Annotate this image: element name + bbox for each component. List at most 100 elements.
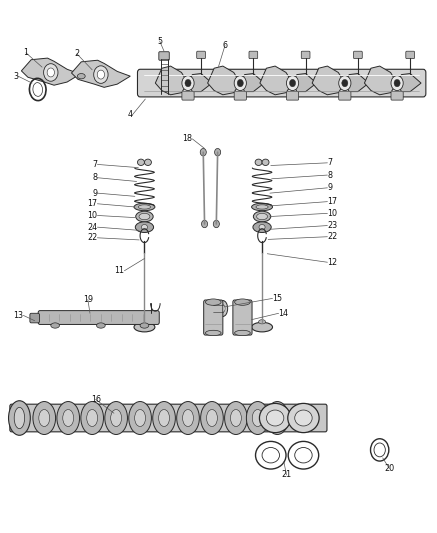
Ellipse shape: [77, 74, 85, 79]
FancyBboxPatch shape: [182, 92, 194, 100]
Ellipse shape: [33, 401, 55, 434]
FancyBboxPatch shape: [406, 51, 415, 59]
Text: 8: 8: [327, 171, 333, 180]
Ellipse shape: [141, 320, 148, 324]
Text: 17: 17: [327, 197, 337, 206]
Ellipse shape: [135, 409, 146, 426]
Text: 11: 11: [114, 266, 125, 275]
Text: 16: 16: [90, 395, 101, 404]
Circle shape: [213, 220, 219, 228]
Ellipse shape: [266, 401, 288, 434]
FancyBboxPatch shape: [138, 69, 426, 97]
Ellipse shape: [256, 205, 268, 209]
FancyBboxPatch shape: [197, 51, 205, 59]
Ellipse shape: [205, 330, 221, 336]
Circle shape: [201, 220, 208, 228]
Circle shape: [182, 76, 194, 91]
Ellipse shape: [262, 159, 269, 165]
Ellipse shape: [201, 401, 223, 434]
Ellipse shape: [253, 211, 271, 222]
Ellipse shape: [63, 409, 74, 426]
Polygon shape: [21, 58, 80, 85]
Text: 14: 14: [279, 309, 288, 318]
Ellipse shape: [138, 159, 145, 165]
FancyBboxPatch shape: [204, 300, 223, 335]
Text: 17: 17: [87, 199, 97, 208]
Text: 7: 7: [92, 160, 97, 169]
Text: 9: 9: [92, 189, 97, 198]
FancyBboxPatch shape: [159, 52, 169, 60]
Circle shape: [234, 76, 246, 91]
FancyBboxPatch shape: [30, 313, 39, 323]
Polygon shape: [312, 66, 345, 95]
Text: 18: 18: [182, 134, 192, 143]
Text: 10: 10: [87, 211, 97, 220]
Polygon shape: [72, 60, 130, 87]
Text: 6: 6: [222, 41, 228, 50]
Text: 9: 9: [327, 183, 333, 192]
Text: 20: 20: [384, 464, 394, 473]
Ellipse shape: [207, 409, 218, 426]
Ellipse shape: [205, 299, 221, 305]
Circle shape: [215, 149, 221, 156]
Circle shape: [47, 68, 55, 77]
FancyBboxPatch shape: [339, 92, 351, 100]
Ellipse shape: [135, 222, 153, 232]
Text: 2: 2: [74, 50, 80, 58]
Text: 4: 4: [127, 110, 132, 119]
Circle shape: [391, 76, 403, 91]
FancyBboxPatch shape: [10, 404, 327, 432]
Ellipse shape: [153, 401, 175, 434]
Ellipse shape: [211, 305, 215, 312]
Circle shape: [44, 63, 58, 81]
Polygon shape: [364, 66, 397, 95]
Ellipse shape: [257, 213, 267, 220]
Polygon shape: [260, 66, 292, 95]
FancyBboxPatch shape: [301, 51, 310, 59]
Ellipse shape: [87, 409, 97, 426]
Ellipse shape: [145, 159, 151, 165]
Ellipse shape: [235, 330, 250, 336]
Ellipse shape: [253, 222, 271, 232]
Text: 5: 5: [157, 37, 162, 46]
Ellipse shape: [134, 203, 155, 211]
Circle shape: [185, 79, 191, 87]
Ellipse shape: [230, 409, 241, 426]
Text: 23: 23: [327, 221, 337, 230]
Text: 3: 3: [13, 71, 18, 80]
Ellipse shape: [39, 409, 50, 426]
Text: 12: 12: [327, 258, 337, 266]
Ellipse shape: [134, 322, 155, 332]
Polygon shape: [208, 66, 240, 95]
Circle shape: [342, 79, 348, 87]
Circle shape: [394, 79, 400, 87]
Ellipse shape: [111, 409, 121, 426]
Polygon shape: [292, 74, 316, 92]
Text: 22: 22: [327, 232, 338, 241]
Circle shape: [94, 66, 108, 83]
FancyBboxPatch shape: [234, 92, 246, 100]
Ellipse shape: [208, 301, 218, 317]
Ellipse shape: [252, 322, 273, 332]
Circle shape: [339, 76, 351, 91]
Circle shape: [237, 79, 243, 87]
FancyBboxPatch shape: [249, 51, 258, 59]
Polygon shape: [397, 74, 421, 92]
Text: 21: 21: [281, 471, 291, 479]
FancyBboxPatch shape: [38, 311, 159, 325]
Ellipse shape: [183, 409, 194, 426]
Ellipse shape: [295, 410, 312, 426]
Text: 10: 10: [327, 209, 337, 218]
Polygon shape: [188, 74, 212, 92]
Ellipse shape: [272, 409, 283, 426]
Ellipse shape: [246, 401, 269, 434]
Text: 8: 8: [92, 173, 97, 182]
FancyBboxPatch shape: [233, 300, 252, 335]
FancyBboxPatch shape: [391, 92, 403, 100]
Ellipse shape: [57, 401, 80, 434]
Circle shape: [289, 79, 295, 87]
Circle shape: [97, 70, 104, 79]
Ellipse shape: [51, 323, 59, 328]
Ellipse shape: [225, 401, 247, 434]
Ellipse shape: [142, 224, 148, 230]
